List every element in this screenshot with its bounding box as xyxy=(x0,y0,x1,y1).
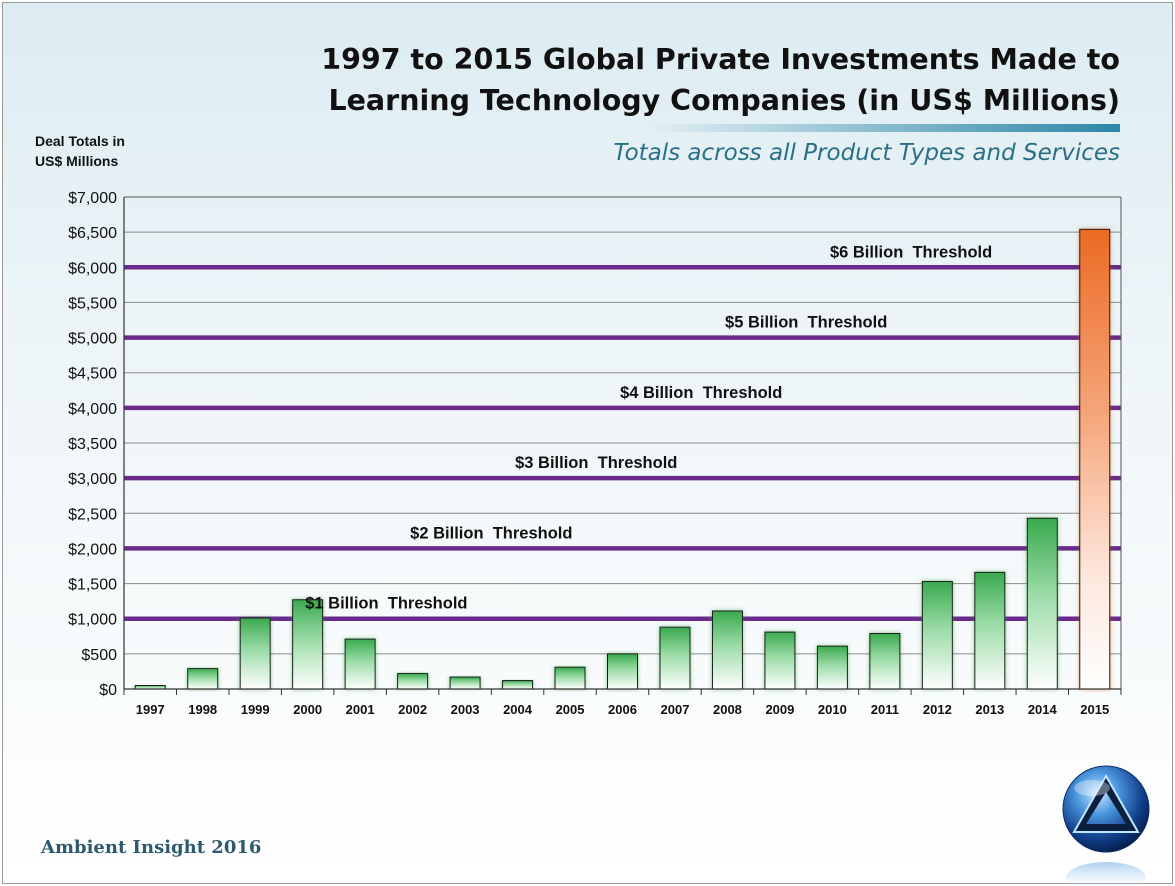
bar-2003 xyxy=(449,676,481,690)
y-tick-label: $2,500 xyxy=(68,506,117,523)
bar-2005 xyxy=(554,666,586,690)
x-tick-label: 2006 xyxy=(608,702,637,717)
x-tick-label: 2002 xyxy=(398,702,427,717)
bar-2009 xyxy=(764,631,796,690)
x-tick-label: 2001 xyxy=(346,702,375,717)
y-axis-title-line-2: US$ Millions xyxy=(35,153,119,169)
y-tick-label: $500 xyxy=(81,647,117,664)
subtitle: Totals across all Product Types and Serv… xyxy=(613,140,1120,166)
threshold-label: $4 Billion Threshold xyxy=(620,384,782,402)
threshold-label: $5 Billion Threshold xyxy=(725,314,887,332)
logo-reflection xyxy=(1066,862,1146,886)
bar-2013 xyxy=(974,571,1006,690)
page-title: 1997 to 2015 Global Private Investments … xyxy=(120,39,1120,121)
x-tick-label: 1998 xyxy=(188,702,217,717)
bar-2012 xyxy=(921,580,953,690)
y-tick-label: $6,000 xyxy=(68,260,117,277)
x-tick-label: 2000 xyxy=(293,702,322,717)
x-tick-label: 2015 xyxy=(1080,702,1109,717)
bar-2001 xyxy=(344,638,376,690)
bar-2014 xyxy=(1026,517,1058,690)
threshold-label: $1 Billion Threshold xyxy=(305,595,467,613)
title-line-1: 1997 to 2015 Global Private Investments … xyxy=(321,43,1120,76)
logo-triangle xyxy=(1074,776,1138,832)
y-tick-label: $6,500 xyxy=(68,225,117,242)
x-tick-label: 2003 xyxy=(451,702,480,717)
bar-2010 xyxy=(816,645,848,690)
x-tick-label: 2011 xyxy=(871,702,899,717)
y-tick-label: $1,500 xyxy=(68,577,117,594)
bar-2015 xyxy=(1079,228,1111,690)
bar-1999 xyxy=(239,617,271,690)
bar-2011 xyxy=(869,632,901,690)
threshold-label: $6 Billion Threshold xyxy=(830,243,992,261)
y-tick-label: $4,000 xyxy=(68,401,117,418)
x-tick-label: 1997 xyxy=(136,702,165,717)
y-tick-label: $4,500 xyxy=(68,366,117,383)
y-axis-title: Deal Totals in US$ Millions xyxy=(35,131,165,171)
axes: $0 $500 $1,000 $1,500 $2,000 $2,500 $3,000 $3,5… xyxy=(68,190,1122,717)
x-tick-label: 2008 xyxy=(713,702,742,717)
threshold-lines xyxy=(124,265,1121,621)
bars xyxy=(134,228,1111,690)
logo-triangle-highlight xyxy=(1072,773,1140,833)
threshold-labels: $1 Billion Threshold $2 Billion Threshold… xyxy=(305,243,992,612)
y-tick-label: $1,000 xyxy=(68,612,117,629)
x-tick-label: 2014 xyxy=(1028,702,1058,717)
logo-shine xyxy=(1074,780,1110,796)
x-tick-label: 1999 xyxy=(241,702,270,717)
x-tick-label: 2013 xyxy=(975,702,1004,717)
x-tick-label: 2007 xyxy=(661,702,690,717)
y-tick-label: $2,000 xyxy=(68,541,117,558)
x-tick-label: 2010 xyxy=(818,702,847,717)
bar-2008 xyxy=(711,610,743,690)
x-tick-label: 2005 xyxy=(556,702,585,717)
y-tick-label: $7,000 xyxy=(68,190,117,207)
y-tick-label: $3,000 xyxy=(68,471,117,488)
bar-2004 xyxy=(502,680,534,690)
x-tick-label: 2009 xyxy=(765,702,794,717)
y-tick-label: $5,000 xyxy=(68,331,117,348)
y-tick-label: $3,500 xyxy=(68,436,117,453)
triangle-orb-logo-icon xyxy=(1062,765,1150,886)
threshold-label: $2 Billion Threshold xyxy=(410,524,572,542)
x-tick-label: 2004 xyxy=(503,702,533,717)
bar-2002 xyxy=(397,673,429,690)
title-line-2: Learning Technology Companies (in US$ Mi… xyxy=(328,84,1120,117)
bar-1998 xyxy=(187,668,219,690)
y-axis-title-line-1: Deal Totals in xyxy=(35,133,125,149)
footer-brand: Ambient Insight 2016 xyxy=(41,837,262,858)
bar-2006 xyxy=(607,653,638,690)
bar-2000 xyxy=(292,599,324,690)
threshold-label: $3 Billion Threshold xyxy=(515,454,677,472)
bar-2007 xyxy=(659,626,691,690)
y-tick-label: $5,500 xyxy=(68,295,117,312)
title-rule xyxy=(650,124,1120,132)
y-tick-label: $0 xyxy=(99,682,117,699)
x-tick-label: 2012 xyxy=(923,702,952,717)
